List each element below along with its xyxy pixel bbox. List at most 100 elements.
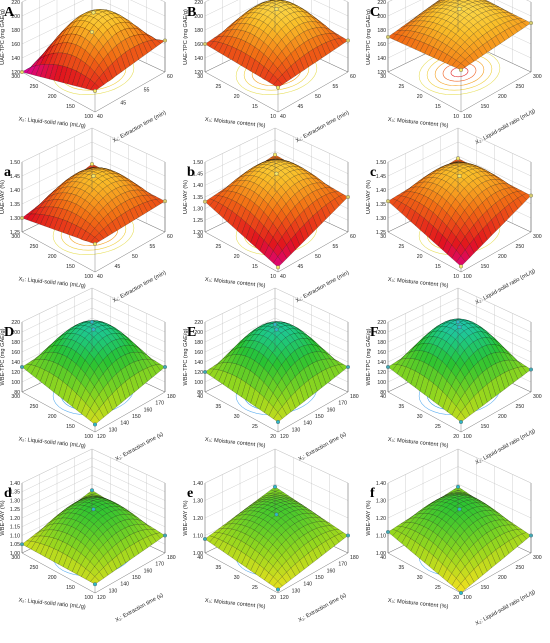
x1-tick-label: 45 <box>298 264 304 270</box>
x1-tick-label: 130 <box>292 427 301 433</box>
x2-tick-label: 15 <box>435 104 441 110</box>
x1-tick-label: 300 <box>533 234 542 240</box>
x1-tick-label: 150 <box>315 414 324 420</box>
x1-tick-label: 130 <box>109 427 118 433</box>
design-point <box>455 156 460 161</box>
z-tick-label: 180 <box>194 28 203 34</box>
z-tick-label: 1.50 <box>193 160 203 166</box>
x1-tick-label: 150 <box>481 104 490 110</box>
z-tick-label: 220 <box>377 320 386 326</box>
x1-tick-label: 300 <box>533 555 542 561</box>
z-axis-label: UAE-TPC (mg GAE/g) <box>0 9 6 65</box>
x1-tick-label: 150 <box>481 585 490 591</box>
x2-axis-label: X₃: Moisture content (%) <box>205 277 266 289</box>
z-tick-label: 120 <box>11 70 20 76</box>
z-tick-label: 180 <box>377 28 386 34</box>
surface-mesh <box>387 158 532 267</box>
x2-axis-label: X₃: Moisture content (%) <box>388 277 449 289</box>
z-tick-label: 1.05 <box>10 542 20 548</box>
x1-tick-label: 170 <box>338 562 347 568</box>
x2-tick-label: 10 <box>453 114 459 120</box>
panel-A: 120 140 160 180 200 220 UAE-TPC (mg GAE/g) 40 45… <box>0 0 173 144</box>
surface-mesh <box>21 9 166 92</box>
panel-label: D <box>4 325 14 340</box>
x1-tick-label: 160 <box>144 407 153 413</box>
x1-tick-label: 200 <box>498 414 507 420</box>
x2-tick-label: 10 <box>270 114 276 120</box>
x2-tick-label: 100 <box>84 274 93 280</box>
x1-tick-label: 45 <box>120 101 126 107</box>
x2-tick-label: 250 <box>30 84 39 90</box>
x1-tick-label: 60 <box>350 74 356 80</box>
z-tick-label: 120 <box>194 70 203 76</box>
panel-label: F <box>370 325 379 340</box>
x2-tick-label: 250 <box>30 244 39 250</box>
x1-tick-label: 55 <box>333 244 339 250</box>
z-tick-label: 120 <box>377 370 386 376</box>
x2-tick-label: 20 <box>417 254 423 260</box>
z-tick-label: 180 <box>11 28 20 34</box>
x1-axis-label: X₁: Extraction time (min) <box>295 270 351 304</box>
design-point <box>275 85 280 90</box>
x2-tick-label: 200 <box>48 254 57 260</box>
z-axis-label: WBE-VAY (%) <box>366 500 372 535</box>
x1-tick-label: 55 <box>150 244 156 250</box>
z-tick-label: 1.40 <box>193 183 203 189</box>
z-tick-label: 1.30 <box>193 498 203 504</box>
z-axis-label: UAE-VAY (%) <box>0 180 6 214</box>
center-point <box>91 173 96 178</box>
x2-tick-label: 100 <box>84 114 93 120</box>
x2-axis-label: X₂: Liquid-solid ratio (mL/g) <box>18 436 86 449</box>
x1-tick-label: 40 <box>97 114 103 120</box>
x2-tick-label: 25 <box>435 585 441 591</box>
x2-axis-label: X₂: Liquid-solid ratio (mL/g) <box>18 276 86 289</box>
z-tick-label: 1.20 <box>193 516 203 522</box>
x2-tick-label: 300 <box>11 555 20 561</box>
x1-tick-label: 130 <box>292 588 301 594</box>
x1-tick-label: 150 <box>132 414 141 420</box>
design-point <box>92 88 97 93</box>
x2-tick-label: 25 <box>398 84 404 90</box>
x2-tick-label: 30 <box>380 74 386 80</box>
x2-tick-label: 300 <box>11 394 20 400</box>
x1-tick-label: 40 <box>280 114 286 120</box>
z-tick-label: 140 <box>11 360 20 366</box>
x1-tick-label: 250 <box>516 404 525 410</box>
surface-cell <box>273 79 283 88</box>
x2-tick-label: 35 <box>398 565 404 571</box>
z-tick-label: 180 <box>11 340 20 346</box>
x1-axis-label: X₁: Extraction time (min) <box>295 110 351 144</box>
surface-mesh <box>21 163 166 245</box>
x1-tick-label: 200 <box>498 575 507 581</box>
x1-tick-label: 180 <box>350 555 359 561</box>
z-tick-label: 1.40 <box>376 188 386 194</box>
x1-axis-label: X₁: Extraction time (s) <box>298 592 348 623</box>
x1-tick-label: 45 <box>115 264 121 270</box>
design-point <box>89 162 94 166</box>
z-tick-label: 1.10 <box>10 533 20 539</box>
z-tick-label: 100 <box>11 380 20 386</box>
x2-tick-label: 35 <box>215 404 221 410</box>
panel-label: c <box>370 165 376 180</box>
z-tick-label: 1.20 <box>10 516 20 522</box>
x2-tick-label: 30 <box>234 575 240 581</box>
panel-label: E <box>187 325 196 340</box>
center-point <box>274 171 279 176</box>
x2-axis-label: X₃: Moisture content (%) <box>205 437 266 449</box>
design-point <box>92 582 97 587</box>
z-tick-label: 1.40 <box>193 481 203 487</box>
x1-axis-label: X₂: Liquid-solid ratio (mL/g) <box>475 108 537 146</box>
z-axis-label: UAE-VAY (%) <box>183 180 189 214</box>
design-point <box>272 152 277 157</box>
x2-tick-label: 30 <box>417 575 423 581</box>
design-point <box>92 422 97 427</box>
x1-tick-label: 60 <box>167 234 173 240</box>
z-tick-label: 1.25 <box>376 230 386 236</box>
z-tick-label: 220 <box>11 0 20 6</box>
x1-tick-label: 100 <box>463 595 472 601</box>
x2-tick-label: 250 <box>30 404 39 410</box>
z-tick-label: 140 <box>377 56 386 62</box>
z-tick-label: 120 <box>194 370 203 376</box>
x1-tick-label: 45 <box>298 104 304 110</box>
